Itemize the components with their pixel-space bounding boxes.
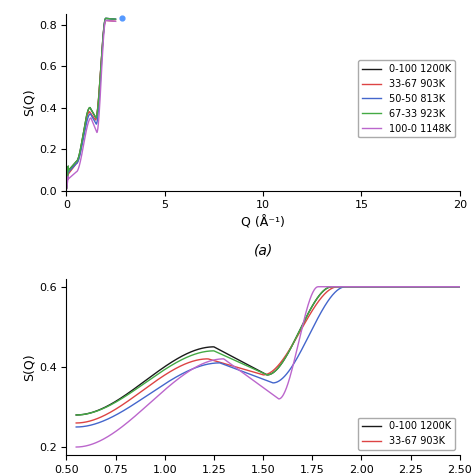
Legend: 0-100 1200K, 33-67 903K, 50-50 813K, 67-33 923K, 100-0 1148K: 0-100 1200K, 33-67 903K, 50-50 813K, 67-… [358,60,455,137]
67-33 923K [103,16,109,21]
67-33 923K [109,16,115,22]
0-100 1200K [107,16,112,21]
50-50 813K [68,167,73,173]
100-0 1148K [113,18,118,24]
67-33 923K [113,17,118,22]
67-33 923K [68,165,73,171]
100-0 1148K [107,18,112,24]
50-50 813K [103,16,109,21]
33-67 903K [69,167,74,173]
33-67 903K [102,21,108,27]
100-0 1148K [103,18,109,23]
Line: 100-0 1148K: 100-0 1148K [66,20,116,189]
Line: 50-50 813K: 50-50 813K [66,18,116,188]
0-100 1200K [113,17,118,22]
100-0 1148K [64,186,69,192]
67-33 923K [107,16,112,21]
33-67 903K [64,186,69,191]
0-100 1200K [102,19,108,25]
Text: (a): (a) [254,244,273,257]
0-100 1200K [64,185,69,191]
Legend: 0-100 1200K, 33-67 903K: 0-100 1200K, 33-67 903K [358,418,455,450]
0-100 1200K [108,16,113,22]
33-67 903K [109,18,115,24]
Line: 67-33 923K: 67-33 923K [66,18,116,188]
33-67 903K [107,18,112,24]
100-0 1148K [68,174,73,180]
67-33 923K [64,185,69,191]
50-50 813K [69,166,74,172]
67-33 923K [69,164,74,170]
100-0 1148K [69,173,74,179]
33-67 903K [103,18,109,23]
50-50 813K [102,20,108,26]
50-50 813K [64,185,69,191]
33-67 903K [113,18,118,24]
Line: 33-67 903K: 33-67 903K [66,20,116,189]
67-33 923K [102,19,108,25]
100-0 1148K [109,18,115,24]
X-axis label: Q (Å⁻¹): Q (Å⁻¹) [241,216,285,229]
Y-axis label: S(Q): S(Q) [23,89,36,116]
0-100 1200K [69,164,74,170]
50-50 813K [109,16,115,22]
50-50 813K [113,17,118,22]
50-50 813K [107,16,112,21]
33-67 903K [108,18,113,24]
50-50 813K [108,16,113,22]
0-100 1200K [109,16,115,22]
Point [118,14,126,22]
Y-axis label: S(Q): S(Q) [23,353,36,381]
0-100 1200K [68,165,73,171]
100-0 1148K [108,18,113,24]
100-0 1148K [102,23,108,28]
Line: 0-100 1200K: 0-100 1200K [66,18,116,188]
67-33 923K [108,16,113,22]
33-67 903K [68,168,73,174]
0-100 1200K [103,16,109,21]
